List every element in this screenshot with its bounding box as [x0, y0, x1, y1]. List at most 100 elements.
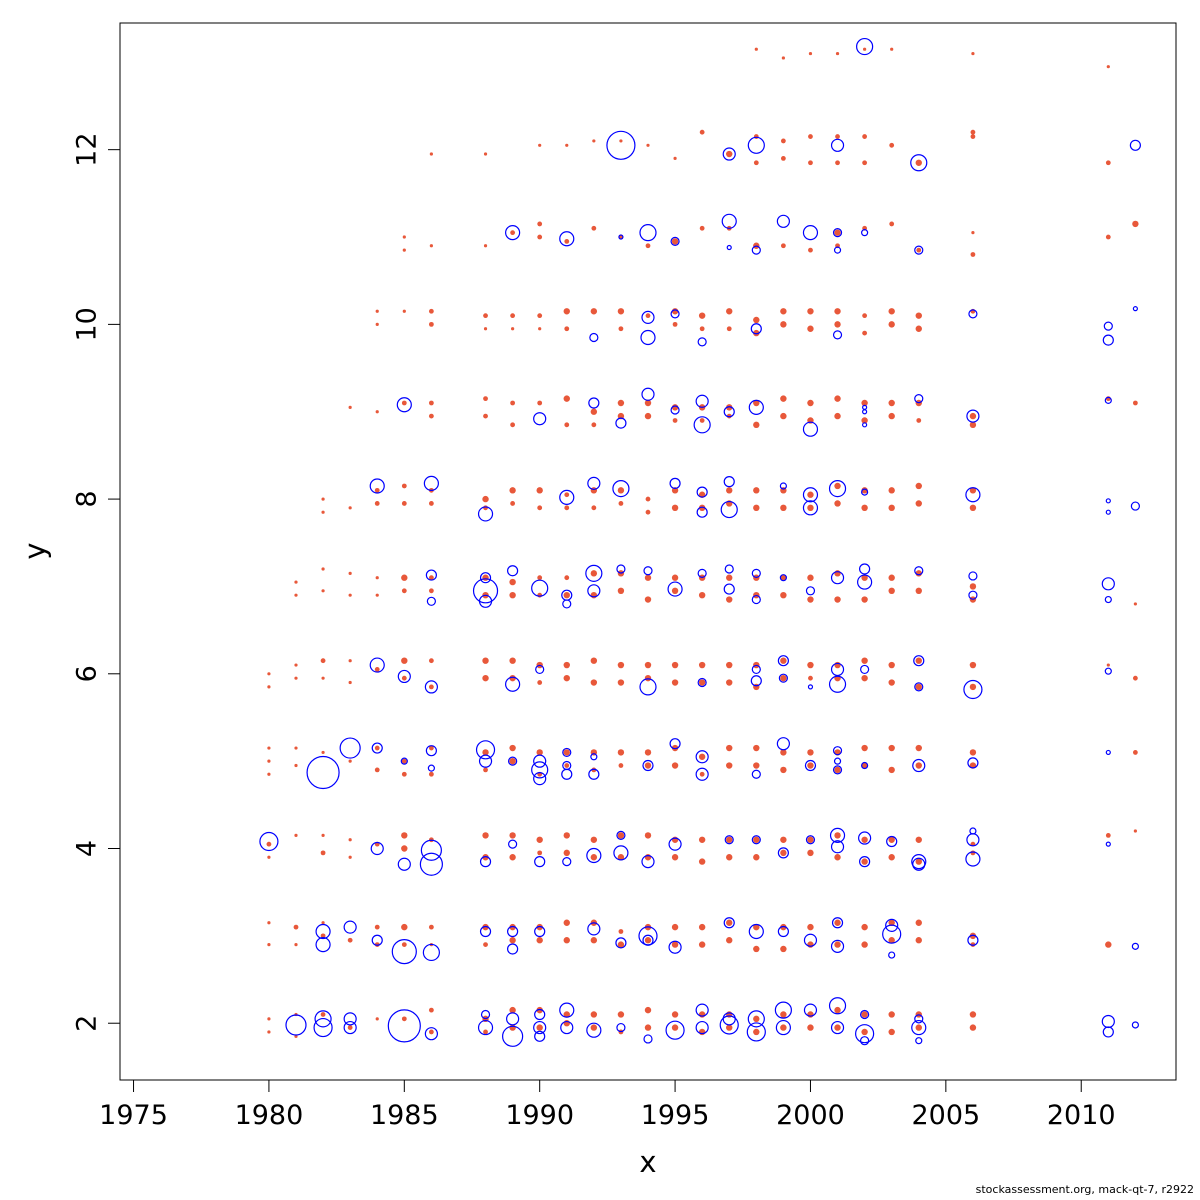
observed-point: [672, 321, 678, 327]
observed-point: [617, 661, 625, 669]
observed-point: [753, 421, 760, 429]
observed-point: [428, 501, 434, 506]
observed-point: [888, 661, 895, 669]
observed-point: [861, 941, 868, 948]
predicted-circle: [722, 1012, 736, 1026]
predicted-circle: [830, 1020, 845, 1035]
observed-point: [482, 574, 489, 581]
predicted-circle: [722, 147, 736, 161]
predicted-circle: [747, 136, 765, 154]
y-axis-title: y: [18, 542, 52, 559]
observed-point: [754, 47, 758, 51]
predicted-circle: [508, 839, 518, 849]
observed-point: [861, 574, 868, 581]
observed-point: [888, 399, 895, 407]
predicted-circle: [477, 1019, 494, 1036]
observed-point: [1133, 829, 1137, 833]
observed-point: [592, 139, 596, 143]
observed-point: [726, 836, 733, 843]
observed-point: [1105, 160, 1111, 166]
predicted-circle: [886, 835, 898, 848]
observed-point: [862, 313, 868, 319]
predicted-circle: [1104, 595, 1112, 604]
observed-point: [753, 854, 760, 861]
observed-point: [374, 667, 380, 672]
predicted-circle: [828, 675, 847, 693]
observed-point: [483, 505, 488, 511]
observed-point: [888, 487, 895, 494]
observed-point: [591, 767, 597, 773]
predicted-circle: [424, 680, 438, 694]
observed-point: [915, 919, 922, 926]
observed-point: [753, 744, 760, 752]
predicted-circle: [777, 847, 789, 859]
predicted-circle: [697, 677, 707, 688]
predicted-circle: [425, 569, 437, 581]
observed-point: [888, 412, 895, 420]
y-tick-label: 2: [72, 1015, 103, 1032]
observed-point: [780, 945, 787, 953]
predicted-circle: [562, 857, 572, 867]
predicted-circle: [911, 1019, 927, 1036]
observed-point: [564, 238, 570, 244]
predicted-circle: [912, 857, 926, 871]
predicted-circle: [508, 756, 518, 766]
observed-point: [915, 937, 922, 944]
observed-point: [483, 327, 488, 331]
observed-point: [807, 596, 814, 603]
predicted-circle: [965, 487, 981, 503]
predicted-circle: [1104, 396, 1112, 404]
observed-point: [780, 156, 786, 161]
predicted-circle: [776, 214, 790, 228]
observed-point: [671, 836, 679, 843]
predicted-circle: [751, 594, 761, 605]
predicted-circle: [803, 933, 818, 947]
predicted-circle: [969, 827, 977, 835]
predicted-circle: [641, 855, 655, 869]
observed-point: [374, 501, 380, 506]
predicted-circle: [343, 1012, 357, 1026]
observed-point: [753, 487, 760, 494]
predicted-circle: [885, 918, 899, 932]
observed-point: [834, 570, 841, 577]
observed-point: [780, 138, 786, 144]
observed-point: [808, 160, 813, 166]
observed-point: [564, 326, 570, 332]
predicted-circle: [833, 246, 842, 254]
observed-point: [266, 841, 272, 847]
predicted-circle: [475, 740, 496, 760]
observed-point: [617, 587, 625, 595]
observed-point: [267, 1030, 271, 1034]
predicted-circle: [588, 397, 600, 409]
observed-point: [617, 412, 625, 420]
observed-point: [428, 400, 434, 406]
observed-point: [375, 410, 379, 414]
observed-point: [969, 421, 977, 429]
observed-point: [861, 399, 868, 407]
observed-point: [320, 658, 326, 664]
observed-point: [671, 679, 679, 686]
predicted-circle: [502, 1025, 524, 1047]
observed-point: [888, 836, 895, 843]
observed-point: [563, 395, 570, 402]
observed-point: [401, 501, 407, 506]
observed-point: [509, 578, 516, 586]
predicted-circle: [479, 856, 492, 868]
predicted-circle: [805, 835, 816, 845]
observed-point: [428, 575, 434, 581]
observed-point: [834, 412, 841, 420]
observed-point: [861, 1011, 868, 1018]
predicted-circle: [534, 925, 546, 938]
predicted-circle: [751, 245, 761, 255]
observed-point: [969, 932, 977, 940]
observed-point: [1133, 602, 1137, 606]
observed-point: [294, 676, 298, 680]
observed-point: [916, 247, 922, 253]
observed-point: [726, 762, 733, 769]
observed-point: [401, 657, 408, 664]
observed-point: [510, 501, 516, 506]
predicted-circle: [911, 854, 927, 870]
observed-point: [671, 923, 679, 931]
predicted-circle: [639, 678, 657, 696]
observed-point: [401, 588, 407, 594]
